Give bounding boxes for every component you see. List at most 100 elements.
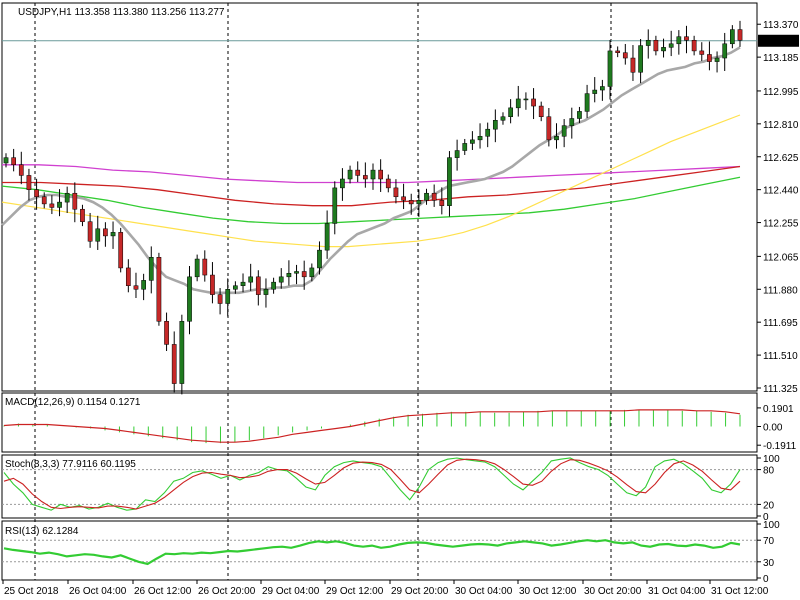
candle-body <box>194 258 200 278</box>
time-tick-label: 26 Oct 12:00 <box>134 586 192 597</box>
candle-body <box>301 271 307 278</box>
stoch-tick-label: 100 <box>763 454 780 465</box>
candle-body <box>118 232 124 269</box>
ma-fast-line <box>1 46 741 295</box>
candle-body <box>80 208 85 222</box>
candle-body <box>378 169 383 180</box>
candle-body <box>164 321 169 345</box>
candle-body <box>508 107 513 117</box>
macd-signal-line <box>3 409 741 443</box>
candle-body <box>439 200 445 206</box>
time-tick-label: 31 Oct 12:00 <box>711 586 769 597</box>
candle-body <box>638 45 643 73</box>
price-tick-label: 111.880 <box>763 285 798 296</box>
time-tick-label: 30 Oct 20:00 <box>584 586 642 597</box>
candle-body <box>393 187 399 198</box>
rsi-tick-label: 70 <box>763 536 775 547</box>
candle-body <box>401 196 406 201</box>
candle-body <box>133 285 139 290</box>
candle-body <box>233 285 238 290</box>
ma-yellow-line <box>1 114 741 248</box>
price-label-text: 113.277 <box>761 37 797 48</box>
candle-body <box>684 36 689 41</box>
candle-body <box>416 200 422 205</box>
stoch-frame <box>1 454 758 519</box>
candle-body <box>156 257 162 322</box>
candle-body <box>622 52 628 59</box>
rsi-line <box>3 539 741 566</box>
candle-body <box>217 294 223 304</box>
candle-body <box>691 39 697 52</box>
candle-body <box>500 116 506 121</box>
candle-body <box>3 157 9 164</box>
candle-body <box>49 203 55 208</box>
candle-body <box>103 228 108 237</box>
candle-body <box>607 50 613 87</box>
candle-body <box>324 223 330 251</box>
price-tick-label: 113.185 <box>763 53 799 64</box>
vertical-gridlines <box>34 3 612 580</box>
candle-body <box>668 43 674 48</box>
macd-tick-label: 0.1901 <box>763 404 794 415</box>
candle-body <box>592 89 598 94</box>
candle-body <box>355 169 361 176</box>
time-tick-label: 30 Oct 12:00 <box>519 586 577 597</box>
price-tick-label: 112.065 <box>763 252 799 263</box>
price-tick-label: 112.995 <box>763 87 799 98</box>
candle-body <box>538 105 544 117</box>
ma-magenta-line <box>2 164 741 184</box>
candle-body <box>615 50 621 53</box>
price-tick-label: 112.255 <box>763 219 799 230</box>
candle-body <box>255 276 261 295</box>
panel-frames <box>1 2 758 581</box>
candle-body <box>340 178 345 189</box>
rsi-frame <box>1 520 758 581</box>
candle-body <box>263 289 269 295</box>
time-tick-label: 29 Oct 12:00 <box>326 586 384 597</box>
candle-body <box>286 273 292 278</box>
price-tick-label: 111.695 <box>763 318 798 329</box>
rsi-tick-label: 0 <box>763 574 769 585</box>
main-frame <box>1 2 758 392</box>
macd-tick-label: -0.1911 <box>763 441 797 452</box>
price-tick-label: 112.810 <box>763 120 799 131</box>
candle-body <box>57 201 62 208</box>
stoch-signal-line <box>3 458 741 510</box>
candle-body <box>707 54 712 62</box>
candle-body <box>171 344 177 384</box>
candle-body <box>661 47 666 52</box>
time-tick-label: 31 Oct 04:00 <box>648 586 706 597</box>
main-panel-title: USDJPY,H1 113.358 113.380 113.256 113.27… <box>18 7 225 18</box>
price-tick-label: 111.510 <box>763 351 798 362</box>
current-price-label: 113.277 <box>758 34 799 48</box>
macd-frame <box>1 392 758 453</box>
candle-body <box>110 232 116 237</box>
time-tick-label: 26 Oct 04:00 <box>69 586 127 597</box>
candle-body <box>210 274 215 295</box>
candle-body <box>385 178 391 189</box>
candle-body <box>470 139 475 144</box>
candle-body <box>18 164 24 176</box>
candle-body <box>454 150 460 158</box>
candle-body <box>577 111 582 119</box>
price-axis: 113.370 113.185 112.995 112.810 112.625 112.4… <box>757 20 799 395</box>
candle-body <box>485 128 491 137</box>
rsi-tick-label: 100 <box>763 520 780 531</box>
candle-body <box>87 221 93 242</box>
candle-body <box>653 39 659 52</box>
candle-body <box>462 143 468 151</box>
price-tick-label: 113.370 <box>763 20 799 31</box>
candle-body <box>737 29 743 41</box>
stoch-main-line <box>3 457 741 511</box>
candle-body <box>408 200 414 205</box>
price-tick-label: 112.440 <box>763 186 799 197</box>
candle-body <box>431 192 437 201</box>
macd-panel-title: MACD(12,26,9) 0.1154 0.1271 <box>5 397 141 408</box>
stoch-tick-label: 80 <box>763 466 775 477</box>
candle-body <box>600 86 605 91</box>
candle-body <box>714 57 720 62</box>
candle-body <box>332 187 338 224</box>
time-tick-label: 29 Oct 04:00 <box>262 586 320 597</box>
candle-body <box>584 93 590 112</box>
